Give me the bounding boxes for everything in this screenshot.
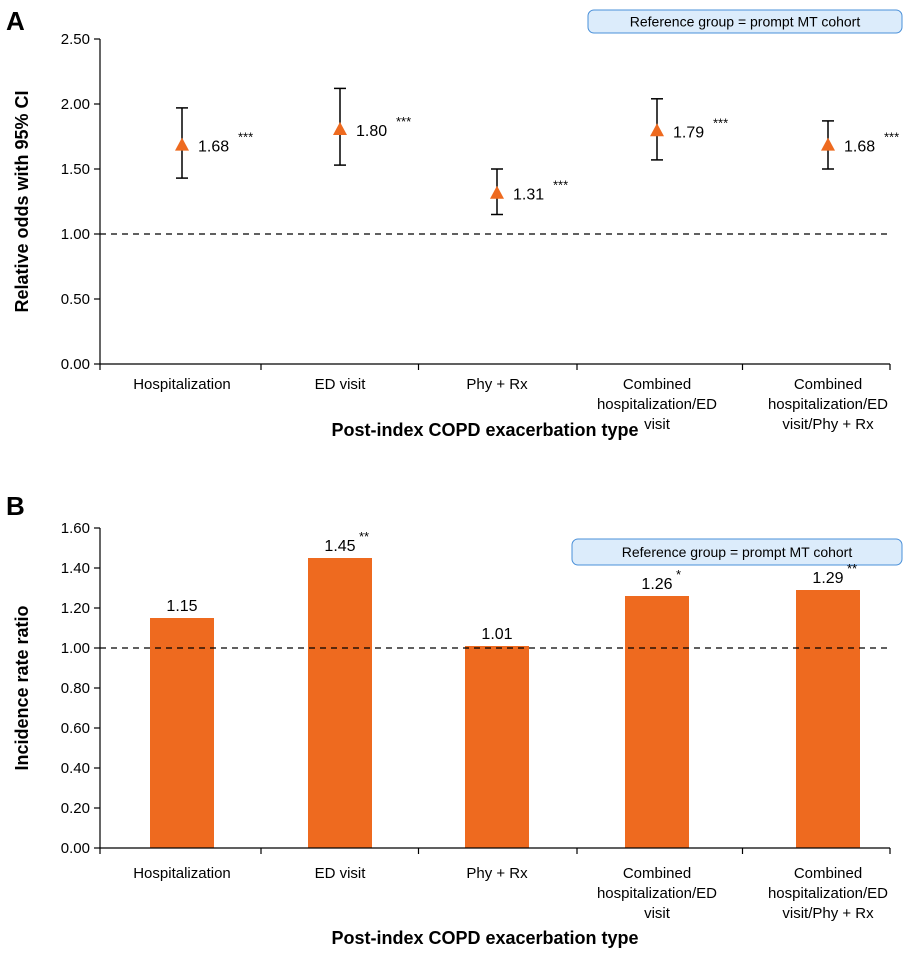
y-tick-label: 0.50: [61, 291, 90, 308]
significance-marker: ***: [238, 130, 253, 145]
category-label-line: ED visit: [315, 865, 367, 882]
category-label: Combined hospitalization/ED visit: [597, 376, 717, 433]
category-label-line: visit: [644, 416, 671, 433]
significance-marker: ***: [713, 115, 728, 130]
category-label-line: visit: [644, 905, 671, 922]
y-tick-label: 2.00: [61, 96, 90, 113]
category-label-line: ED visit: [315, 376, 367, 393]
reference-note-box: [571, 538, 903, 566]
significance-marker: **: [847, 561, 857, 576]
x-axis-title: Post-index COPD exacerbation type: [331, 928, 638, 948]
category-label-line: Phy + Rx: [466, 376, 528, 393]
data-point: [650, 123, 664, 137]
category-label-line: Combined: [623, 376, 691, 393]
data-point: [490, 185, 504, 199]
y-tick-label: 0.40: [61, 760, 90, 777]
data-point: [333, 122, 347, 135]
panel-letter: B: [6, 491, 25, 521]
significance-marker: ***: [884, 130, 899, 145]
category-label: ED visit: [315, 376, 367, 393]
y-tick-label: 1.00: [61, 226, 90, 243]
panel-b: 0.00 0.20 0.40 0.60 0.80 1.00 1.20 1.40 1.60 Hosp…: [6, 491, 903, 948]
y-tick-label: 1.40: [61, 560, 90, 577]
data-point: [821, 137, 835, 151]
bar: [308, 558, 372, 848]
panel-a: 0.00 0.50 1.00 1.50 2.00 2.50 Hospitalization E…: [6, 6, 903, 440]
y-tick-label: 0.20: [61, 800, 90, 817]
y-axis-title: Relative odds with 95% CI: [12, 90, 32, 312]
bar: [465, 646, 529, 848]
bar: [150, 618, 214, 848]
significance-marker: **: [359, 529, 369, 544]
value-label: 1.15: [166, 598, 197, 615]
category-label-line: Combined: [623, 865, 691, 882]
category-label: Combined hospitalization/ED visit/Phy + Rx: [768, 376, 888, 433]
category-label: Hospitalization: [133, 376, 231, 393]
category-label: Combined hospitalization/ED visit/Phy + Rx: [768, 865, 888, 922]
value-label: 1.45: [324, 538, 355, 555]
y-tick-label: 1.50: [61, 161, 90, 178]
y-tick-label: 1.60: [61, 520, 90, 537]
y-tick-label: 2.50: [61, 31, 90, 48]
significance-marker: ***: [396, 114, 411, 129]
y-axis-title: Incidence rate ratio: [12, 605, 32, 770]
value-label: 1.26: [641, 576, 672, 593]
value-label: 1.80: [356, 123, 387, 140]
category-label-line: visit/Phy + Rx: [782, 905, 874, 922]
value-label: 1.31: [513, 187, 544, 204]
category-label-line: hospitalization/ED: [768, 885, 888, 902]
category-label-line: Phy + Rx: [466, 865, 528, 882]
panel-letter: A: [6, 6, 25, 36]
y-tick-label: 0.80: [61, 680, 90, 697]
significance-marker: *: [676, 567, 681, 582]
reference-note: Reference group = prompt MT cohort: [622, 544, 853, 560]
category-label: Phy + Rx: [466, 865, 528, 882]
category-label-line: visit/Phy + Rx: [782, 416, 874, 433]
category-label: Combined hospitalization/ED visit: [597, 865, 717, 922]
category-label-line: Combined: [794, 865, 862, 882]
category-label: Phy + Rx: [466, 376, 528, 393]
y-tick-label: 0.00: [61, 356, 90, 373]
y-tick-label: 1.00: [61, 640, 90, 657]
y-tick-label: 1.20: [61, 600, 90, 617]
y-tick-label: 0.60: [61, 720, 90, 737]
category-label-line: hospitalization/ED: [768, 396, 888, 413]
category-label-line: hospitalization/ED: [597, 885, 717, 902]
reference-note: Reference group = prompt MT cohort: [630, 14, 861, 30]
x-axis-title: Post-index COPD exacerbation type: [331, 420, 638, 440]
category-label-line: Hospitalization: [133, 376, 231, 393]
category-label-line: Hospitalization: [133, 865, 231, 882]
significance-marker: ***: [553, 178, 568, 193]
value-label: 1.79: [673, 124, 704, 141]
value-label: 1.68: [844, 139, 875, 156]
category-label: Hospitalization: [133, 865, 231, 882]
value-label: 1.01: [481, 626, 512, 643]
category-label: ED visit: [315, 865, 367, 882]
data-point: [175, 137, 189, 151]
reference-note-box: [587, 9, 903, 34]
value-label: 1.29: [812, 570, 843, 587]
category-label-line: Combined: [794, 376, 862, 393]
value-label: 1.68: [198, 139, 229, 156]
category-label-line: hospitalization/ED: [597, 396, 717, 413]
y-tick-label: 0.00: [61, 840, 90, 857]
bar: [625, 596, 689, 848]
bar: [796, 590, 860, 848]
